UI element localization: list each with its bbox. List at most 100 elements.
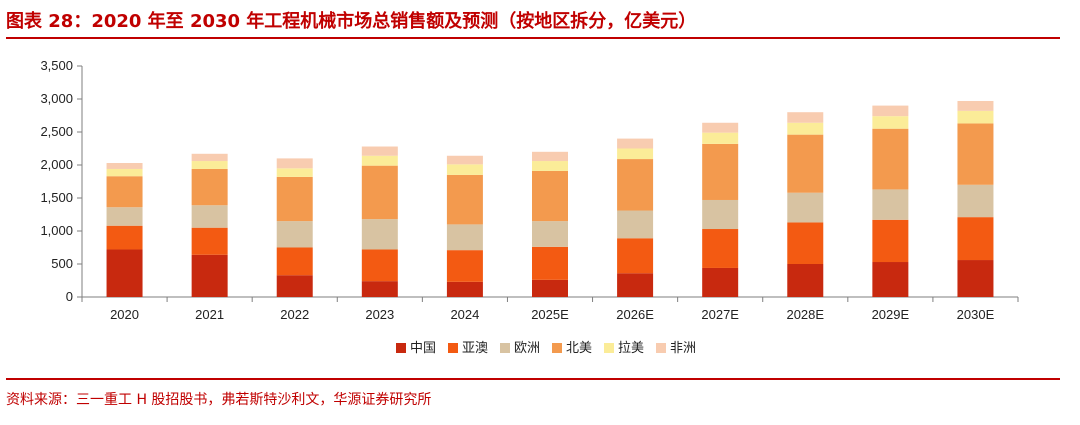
legend-swatch (500, 343, 510, 353)
bar-segment (702, 199, 739, 230)
bar-segment (106, 168, 143, 177)
bar-segment (617, 138, 654, 149)
bar-segment (276, 247, 313, 276)
bar-segment (957, 100, 994, 111)
x-tick-label: 2029E (872, 307, 910, 322)
bar-segment (957, 110, 994, 124)
bar-segment (617, 238, 654, 274)
bar-segment (617, 273, 654, 297)
legend-label: 拉美 (618, 341, 644, 356)
x-tick-label: 2025E (531, 307, 569, 322)
y-tick-label: 3,000 (40, 91, 73, 106)
bar-segment (361, 165, 398, 220)
legend-swatch (604, 343, 614, 353)
bar-segment (957, 123, 994, 185)
bar-segment (872, 189, 909, 220)
y-tick-label: 1,000 (40, 223, 73, 238)
bar-segment (532, 246, 568, 280)
bar-segment (787, 222, 824, 264)
bar-segment (702, 143, 739, 200)
bar-segment (787, 122, 824, 135)
bar-segment (532, 151, 568, 162)
x-tick-label: 2024 (450, 307, 479, 322)
bar-segment (276, 158, 313, 169)
bar-segment (446, 250, 483, 282)
legend-label: 非洲 (670, 341, 696, 356)
bar-segment (276, 176, 313, 222)
bar-segment (191, 161, 228, 169)
bar-segment (361, 219, 398, 250)
bar-segment (787, 192, 824, 223)
x-tick-label: 2021 (195, 307, 224, 322)
bar-segment (446, 224, 483, 251)
bar-segment (276, 275, 313, 297)
bar-segment (957, 217, 994, 261)
bar-segment (276, 168, 313, 177)
bar-segment (872, 262, 909, 297)
chart-axes: 0 500 1,000 1,500 2,000 2,500 3,000 3,500 2020 20… (40, 58, 1019, 322)
bar-segment (106, 207, 143, 226)
legend-label: 亚澳 (462, 340, 488, 356)
bar-segment (361, 146, 398, 156)
y-tick-label: 2,000 (40, 157, 73, 172)
bar-segment (106, 249, 143, 297)
x-tick-label: 2027E (701, 307, 739, 322)
bar-segment (872, 105, 909, 117)
bar-segment (446, 281, 483, 297)
bar-segment (702, 132, 739, 144)
bar-segment (702, 229, 739, 268)
bar-segment (957, 260, 994, 297)
bar-segment (787, 264, 824, 297)
bar-segment (446, 155, 483, 165)
y-tick-label: 2,500 (40, 124, 73, 139)
bar-segment (446, 174, 483, 225)
legend-swatch (396, 343, 406, 353)
y-tick-label: 500 (51, 256, 73, 271)
x-tick-label: 2022 (280, 307, 309, 322)
bar-segment (957, 184, 994, 218)
source-divider (6, 378, 1060, 380)
bar-segment (617, 148, 654, 160)
bar-segment (191, 227, 228, 255)
bar-segment (106, 225, 143, 250)
bar-segment (191, 254, 228, 297)
x-tick-label: 2028E (786, 307, 824, 322)
chart-bars (106, 100, 994, 297)
bar-segment (106, 163, 143, 169)
bar-segment (532, 161, 568, 171)
bar-segment (361, 249, 398, 282)
y-tick-label: 3,500 (40, 58, 73, 73)
bar-segment (191, 168, 228, 206)
legend-swatch (448, 343, 458, 353)
bar-segment (787, 134, 824, 193)
bar-segment (446, 164, 483, 175)
legend-swatch (656, 343, 666, 353)
bar-segment (276, 221, 313, 248)
bar-segment (617, 210, 654, 239)
bar-segment (361, 281, 398, 297)
x-tick-label: 2026E (616, 307, 654, 322)
bar-segment (872, 116, 909, 129)
bar-segment (532, 170, 568, 222)
bar-segment (872, 128, 909, 190)
y-tick-label: 1,500 (40, 190, 73, 205)
y-tick-label: 0 (66, 289, 73, 304)
bar-segment (532, 279, 568, 297)
bar-segment (702, 267, 739, 297)
x-tick-label: 2023 (365, 307, 394, 322)
legend-label: 北美 (566, 341, 592, 356)
x-tick-label: 2020 (110, 307, 139, 322)
bar-segment (702, 122, 739, 133)
bar-segment (191, 205, 228, 228)
legend-label: 中国 (410, 341, 436, 356)
legend-label: 欧洲 (514, 341, 540, 356)
chart-legend: 中国 亚澳 欧洲 北美 拉美 非洲 (396, 340, 696, 356)
bar-segment (787, 112, 824, 123)
bar-segment (617, 159, 654, 211)
x-tick-label: 2030E (957, 307, 995, 322)
chart-title: 图表 28：2020 年至 2030 年工程机械市场总销售额及预测（按地区拆分，… (6, 11, 697, 32)
source-note: 资料来源：三一重工 H 股招股书，弗若斯特沙利文，华源证券研究所 (6, 392, 432, 408)
bar-segment (532, 221, 568, 247)
legend-swatch (552, 343, 562, 353)
